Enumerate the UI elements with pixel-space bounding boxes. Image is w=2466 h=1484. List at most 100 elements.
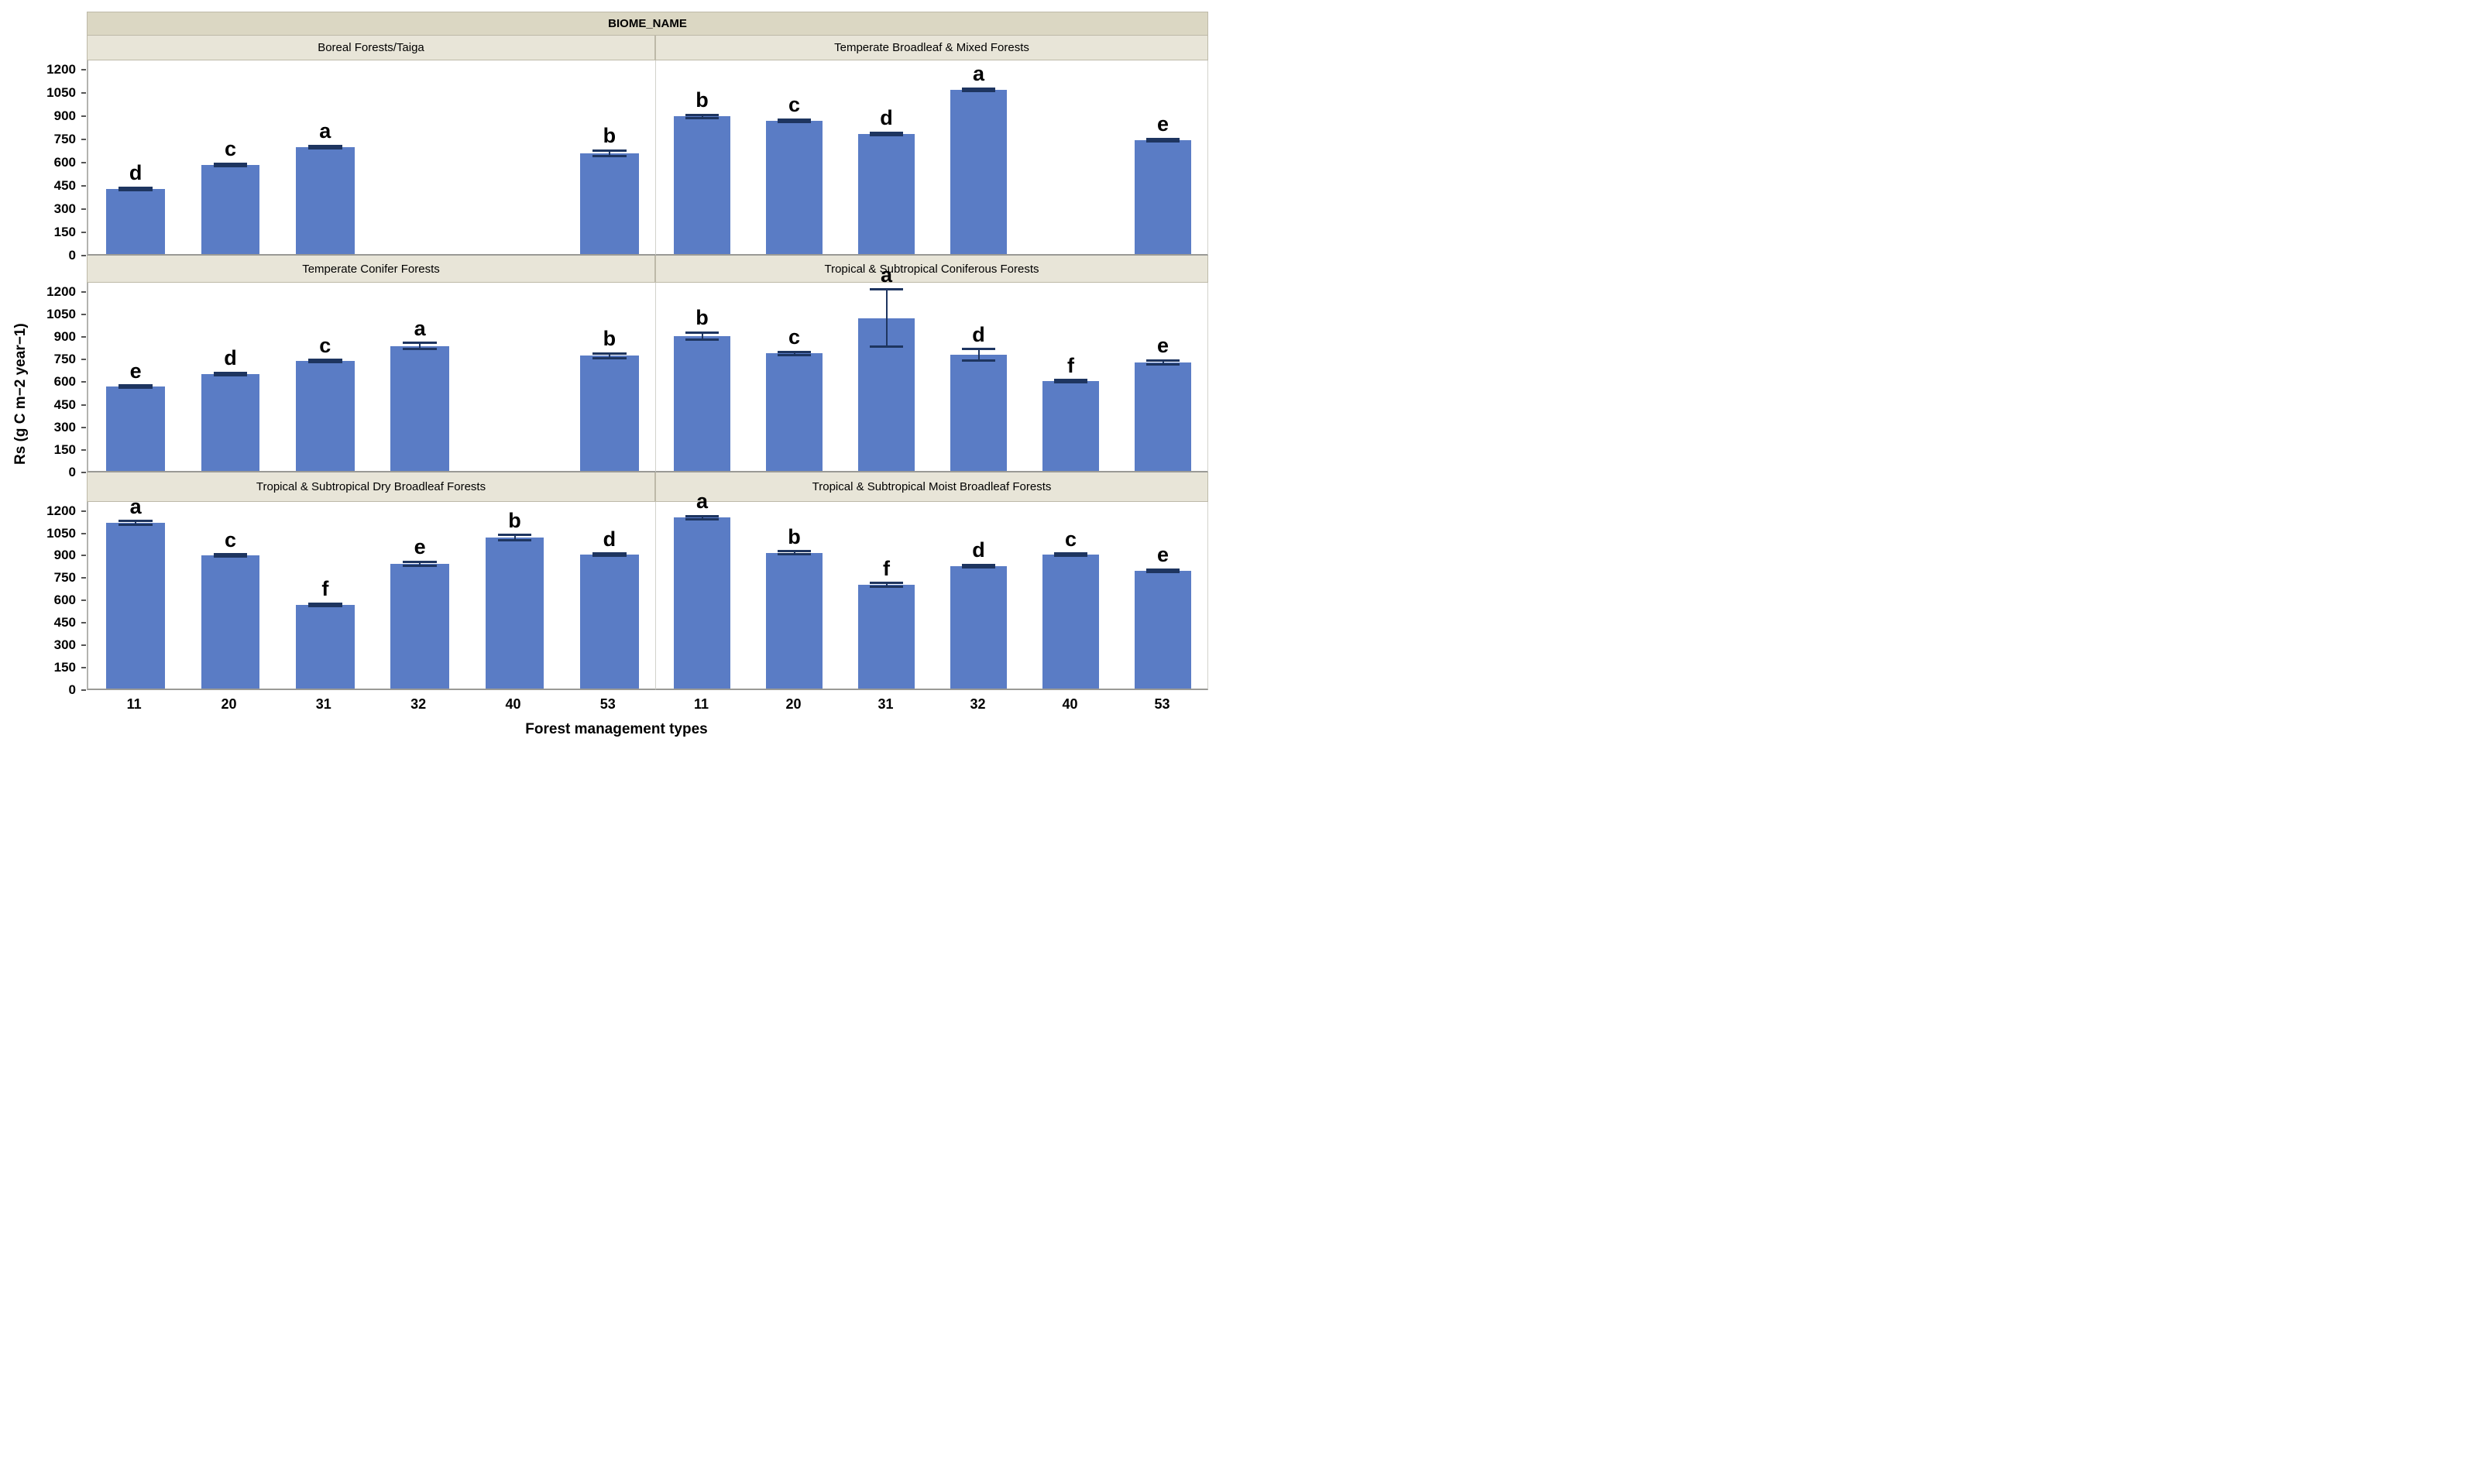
significance-letter: a [414, 316, 426, 340]
y-tick-mark [81, 92, 86, 94]
error-bar-whisker [701, 332, 703, 340]
error-bar-cap-top [1146, 568, 1180, 571]
error-bar-cap-top [962, 87, 995, 90]
error-bar-whisker [701, 516, 703, 520]
error-bar-whisker [1162, 360, 1164, 365]
significance-letter: d [224, 346, 237, 370]
facet-plot-area: b c a d f e [655, 264, 1208, 472]
y-tick-label: 300 [53, 201, 76, 216]
x-tick-label: 40 [1062, 696, 1078, 712]
error-bar-cap-top [685, 514, 719, 517]
y-tick-mark [81, 69, 86, 70]
y-tick-label: 900 [53, 108, 76, 123]
error-bar-cap-bottom [118, 523, 153, 526]
y-tick-mark [81, 644, 86, 647]
facet-title-strip: Boreal Forests/Taiga [87, 36, 655, 60]
bar [579, 356, 639, 471]
x-tick-label: 32 [970, 696, 986, 712]
facet-title: Boreal Forests/Taiga [318, 41, 424, 54]
bar [201, 165, 260, 254]
y-tick-label: 150 [53, 441, 76, 457]
y-tick-mark [81, 510, 86, 512]
y-tick-mark [81, 599, 86, 602]
significance-letter: a [129, 494, 142, 518]
error-bar-cap-top [118, 384, 153, 387]
significance-letter: f [321, 577, 329, 601]
significance-letter: c [224, 137, 236, 161]
error-bar-whisker [324, 603, 326, 606]
error-bar-cap-bottom [1146, 363, 1180, 366]
error-bar-cap-bottom [778, 353, 811, 356]
facet-title: Temperate Conifer Forests [302, 262, 440, 276]
bar [1134, 362, 1192, 471]
y-tick-label: 450 [53, 178, 76, 193]
significance-letter: e [1156, 543, 1169, 567]
y-tick-label: 1050 [46, 525, 76, 541]
facet-plot-area: d c a b [87, 60, 655, 256]
bar [295, 147, 355, 254]
bar [1042, 381, 1100, 471]
bar [765, 353, 823, 471]
error-bar-cap-bottom [213, 555, 248, 558]
y-tick-label: 1200 [46, 283, 76, 299]
y-tick-mark [81, 426, 86, 428]
x-tick-label: 11 [126, 696, 142, 712]
facet-title-strip: Temperate Conifer Forests [87, 256, 655, 283]
error-bar-whisker [419, 562, 421, 566]
error-bar-cap-top [213, 553, 248, 556]
error-bar-cap-bottom [213, 165, 248, 168]
error-bar-cap-top [592, 352, 627, 355]
y-tick-mark [81, 336, 86, 338]
significance-letter: e [414, 535, 426, 559]
y-tick-mark [81, 689, 86, 691]
error-bar-cap-top [962, 348, 995, 351]
x-tick-label: 31 [315, 696, 331, 712]
y-tick-label: 750 [53, 570, 76, 586]
y-tick-label: 900 [53, 548, 76, 563]
significance-letter: b [788, 524, 801, 548]
error-bar-whisker [135, 385, 137, 388]
error-bar-cap-bottom [213, 373, 248, 376]
x-tick-label: 53 [1154, 696, 1170, 712]
bar [390, 345, 450, 471]
bar [295, 605, 355, 689]
significance-letter: c [788, 93, 801, 117]
y-tick-label: 450 [53, 615, 76, 630]
y-tick-mark [81, 139, 86, 140]
y-tick-label: 300 [53, 637, 76, 653]
x-tick-label: 40 [505, 696, 521, 712]
error-bar-cap-top [403, 342, 438, 345]
error-bar-cap-bottom [962, 359, 995, 362]
error-bar-cap-bottom [307, 361, 342, 364]
significance-letter: a [319, 119, 331, 143]
error-bar-cap-top [870, 582, 903, 585]
error-bar-whisker [324, 359, 326, 362]
significance-letter: b [508, 508, 521, 532]
x-tick-label: 31 [878, 696, 894, 712]
bar [106, 522, 166, 689]
y-tick-label: 1050 [46, 85, 76, 100]
error-bar-cap-top [307, 144, 342, 147]
x-tick-label: 53 [599, 696, 616, 712]
y-tick-mark [81, 532, 86, 534]
error-bar-cap-top [118, 520, 153, 523]
error-bar-whisker [229, 163, 232, 167]
error-bar-cap-bottom [870, 345, 903, 349]
y-tick-mark [81, 208, 86, 210]
y-axis-title: Rs (g C m−2 year−1) [12, 322, 29, 465]
y-tick-label: 1200 [46, 503, 76, 518]
facet-title: Tropical & Subtropical Coniferous Forest… [824, 262, 1039, 276]
bar [857, 584, 915, 689]
error-bar-cap-bottom [962, 90, 995, 93]
facet-plot-area: a b f d c e [655, 491, 1208, 690]
figure-title: BIOME_NAME [608, 17, 687, 30]
error-bar-cap-bottom [118, 189, 153, 192]
error-bar-whisker [135, 520, 137, 525]
significance-letter: c [1064, 527, 1077, 551]
error-bar-cap-bottom [685, 116, 719, 119]
error-bar-whisker [608, 353, 610, 359]
y-tick-label: 0 [68, 682, 76, 697]
error-bar-whisker [977, 565, 980, 568]
bar [950, 90, 1008, 254]
error-bar-whisker [419, 342, 421, 349]
